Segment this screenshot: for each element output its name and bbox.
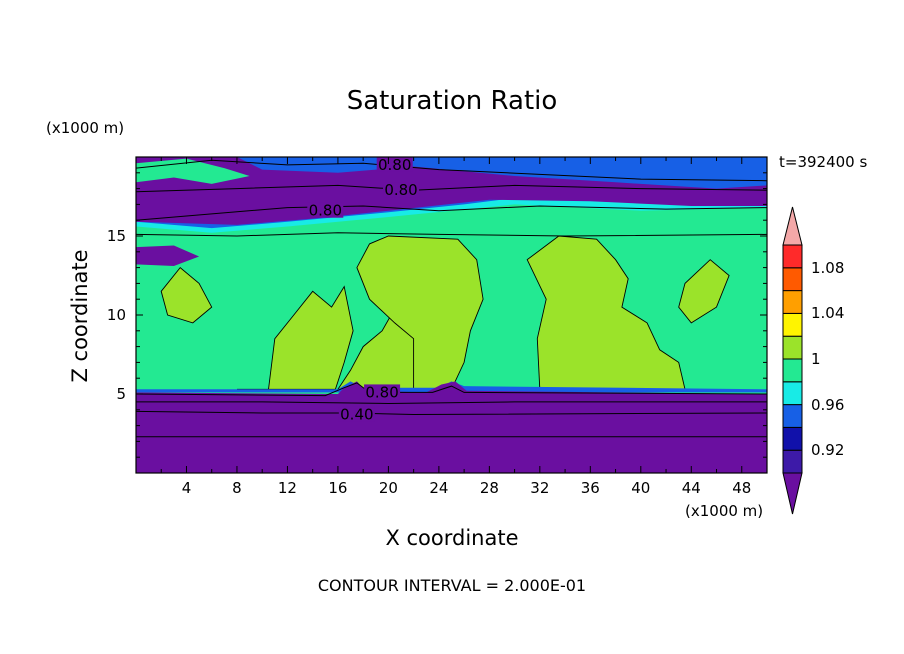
colorbar-box (782, 426, 803, 451)
moist-region (678, 259, 730, 324)
lower-dry-layer (136, 381, 767, 473)
contour-label: 0.80 (378, 156, 411, 174)
colorbar-label: 1.04 (811, 304, 845, 323)
x-tick-label: 28 (479, 479, 499, 497)
colorbar (782, 206, 803, 515)
contour-label-bg (364, 384, 401, 400)
colorbar-label: 0.92 (811, 441, 845, 460)
colorbar-box (782, 267, 803, 292)
colorbar-box (782, 244, 803, 269)
moist-region (160, 266, 213, 324)
x-axis-label: X coordinate (385, 526, 519, 550)
colorbar-box (782, 335, 803, 360)
colorbar-box (782, 449, 803, 474)
colorbar-box (782, 290, 803, 314)
contour-line (136, 205, 767, 221)
z-axis-units: (x1000 m) (46, 119, 125, 137)
contour-label: 0.80 (384, 181, 417, 199)
colorbar-box (782, 312, 803, 337)
x-tick-label: 8 (232, 479, 242, 497)
chart-title: Saturation Ratio (346, 86, 558, 116)
x-tick-label: 20 (378, 479, 398, 497)
colorbar-label: 1 (811, 350, 821, 368)
x-tick-label: 36 (580, 479, 600, 497)
contour-label-bg (383, 182, 420, 198)
x-axis-units: (x1000 m) (685, 502, 764, 520)
y-tick-label: 10 (106, 306, 126, 324)
contour-label: 0.40 (340, 406, 373, 424)
contour-label-bg (376, 157, 413, 172)
colorbar-box (782, 404, 803, 428)
time-label: t=392400 s (779, 153, 868, 171)
contour-line (136, 232, 767, 237)
x-tick-label: 12 (277, 479, 297, 497)
y-axis-label: Z coordinate (68, 249, 92, 383)
contour-interval-note: CONTOUR INTERVAL = 2.000E-01 (317, 576, 587, 595)
x-tick-label: 4 (181, 479, 192, 497)
colorbar-top-arrow (782, 206, 803, 246)
x-tick-label: 32 (530, 479, 550, 497)
x-tick-label: 16 (328, 479, 348, 497)
colorbar-label: 0.96 (811, 395, 845, 414)
x-tick-label: 48 (732, 479, 752, 497)
left-dry-pocket (136, 245, 200, 266)
contour-label: 0.80 (309, 202, 342, 220)
colorbar-box (782, 358, 803, 383)
colorbar-box (782, 381, 803, 406)
moist-region (526, 235, 686, 390)
contour-label: 0.80 (365, 383, 398, 401)
y-tick-label: 15 (106, 227, 126, 245)
contour-label-bg (338, 406, 375, 422)
contour-line (136, 401, 767, 405)
moist-region (356, 235, 484, 390)
contour-field: 0.80 0.80 0.80 0.80 0.40 (136, 156, 767, 473)
x-tick-label: 24 (429, 479, 449, 497)
moist-region (237, 285, 354, 390)
contour-label-bg (307, 202, 344, 218)
y-tick-label: 5 (116, 385, 126, 403)
x-tick-label: 40 (631, 479, 651, 497)
x-tick-label: 44 (681, 479, 701, 497)
colorbar-label: 1.08 (811, 258, 845, 277)
colorbar-bottom-arrow (782, 472, 803, 515)
